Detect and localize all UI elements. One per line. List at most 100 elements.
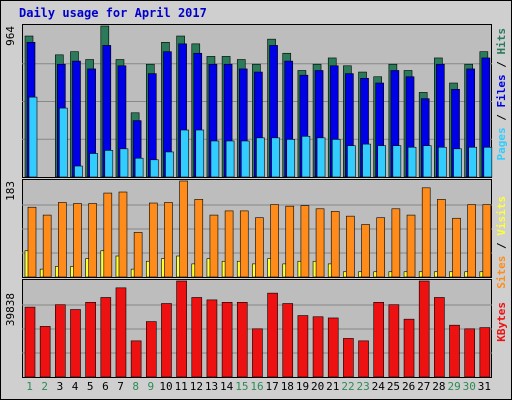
bar-files-4	[72, 60, 81, 178]
bar-pages-10	[165, 151, 174, 178]
bar-visits-16	[255, 217, 264, 278]
bar-pages-24	[377, 145, 387, 178]
bar-kbytes-25	[388, 304, 400, 378]
bar-pages-8	[134, 157, 144, 178]
bar-kbytes-24	[373, 301, 385, 378]
day-label-12: 12	[189, 380, 203, 393]
bar-kbytes-6	[100, 297, 112, 378]
bar-pages-28	[438, 146, 447, 178]
bar-pages-26	[407, 146, 417, 178]
day-axis: 1 2 3 4 5 6 7 8 9 10 11 12 13 14 15 16 17 18 19 20 21 22 23 24 2…	[22, 380, 492, 396]
bar-pages-21	[331, 139, 341, 178]
bar-visits-30	[467, 204, 476, 278]
day-label-21: 21	[326, 380, 340, 393]
bar-kbytes-5	[85, 301, 96, 378]
day-label-5: 5	[86, 380, 94, 393]
bar-visits-2	[42, 214, 52, 278]
bar-pages-3	[59, 107, 68, 178]
day-label-3: 3	[56, 380, 64, 393]
bar-visits-18	[285, 205, 295, 278]
bar-pages-9	[149, 159, 159, 178]
bar-pages-4	[74, 165, 83, 178]
day-label-29: 29	[447, 380, 461, 393]
day-label-23: 23	[356, 380, 370, 393]
bar-pages-25	[392, 145, 402, 178]
bar-kbytes-21	[327, 317, 339, 378]
bar-kbytes-30	[464, 328, 475, 378]
bar-kbytes-11	[176, 280, 187, 378]
bar-pages-27	[422, 145, 432, 178]
bar-pages-31	[483, 146, 493, 178]
day-label-26: 26	[401, 380, 416, 393]
bar-kbytes-22	[343, 338, 354, 378]
day-label-10: 10	[159, 380, 173, 393]
bar-kbytes-29	[449, 324, 460, 378]
bar-visits-11	[179, 180, 188, 278]
bar-visits-27	[421, 187, 431, 278]
day-label-7: 7	[117, 380, 124, 393]
bar-visits-4	[73, 203, 82, 278]
bar-pages-5	[89, 153, 98, 178]
bar-visits-8	[133, 232, 143, 278]
bar-kbytes-15	[236, 301, 248, 378]
day-label-24: 24	[371, 380, 385, 393]
day-label-2: 2	[41, 380, 49, 393]
bar-pages-12	[195, 129, 205, 178]
bar-pages-23	[362, 143, 371, 178]
bar-pages-17	[271, 137, 280, 178]
bar-visits-5	[88, 203, 97, 278]
bar-visits-24	[376, 217, 386, 278]
bar-kbytes-28	[434, 297, 445, 378]
bar-kbytes-18	[282, 303, 294, 378]
bar-pages-6	[104, 150, 114, 178]
bar-kbytes-31	[479, 327, 491, 378]
bar-visits-13	[209, 214, 219, 278]
bar-pages-30	[468, 146, 477, 178]
bar-kbytes-23	[358, 340, 369, 378]
bar-visits-14	[224, 210, 234, 278]
bar-visits-7	[118, 191, 128, 278]
bar-pages-7	[119, 148, 129, 178]
bar-kbytes-2	[39, 326, 51, 378]
bar-kbytes-19	[297, 315, 309, 378]
bar-pages-14	[225, 140, 235, 178]
bar-visits-29	[452, 217, 461, 278]
bar-pages-22	[347, 145, 356, 178]
day-label-9: 9	[147, 380, 155, 393]
bar-visits-17	[270, 204, 279, 278]
bar-visits-19	[300, 205, 310, 278]
bar-kbytes-13	[206, 299, 218, 378]
bar-visits-9	[148, 202, 158, 278]
bar-visits-3	[58, 202, 67, 278]
day-label-11: 11	[174, 380, 188, 393]
bar-visits-31	[482, 204, 492, 278]
bar-visits-12	[194, 199, 204, 278]
day-label-25: 25	[386, 380, 401, 393]
day-label-18: 18	[280, 380, 294, 393]
bar-kbytes-3	[55, 304, 66, 378]
bar-kbytes-16	[252, 328, 263, 378]
bar-kbytes-17	[267, 292, 278, 378]
bar-pages-11	[180, 129, 189, 178]
bar-pages-20	[316, 137, 326, 178]
day-label-15: 15	[235, 380, 249, 393]
bar-visits-1	[27, 206, 37, 278]
bar-visits-26	[406, 214, 416, 278]
bar-kbytes-7	[115, 287, 127, 378]
bar-pages-29	[453, 148, 462, 178]
bar-visits-22	[346, 215, 355, 278]
bar-kbytes-20	[312, 316, 324, 378]
bar-visits-6	[103, 192, 113, 278]
day-label-8: 8	[132, 380, 140, 393]
bar-kbytes-14	[221, 301, 233, 378]
day-label-14: 14	[220, 380, 234, 393]
bar-pages-1	[28, 96, 38, 178]
day-label-6: 6	[102, 380, 109, 393]
bar-kbytes-9	[145, 321, 157, 378]
bar-pages-16	[256, 137, 265, 178]
day-label-28: 28	[432, 380, 446, 393]
day-label-13: 13	[204, 380, 219, 393]
bar-visits-23	[361, 224, 370, 278]
day-label-20: 20	[311, 380, 325, 393]
day-label-17: 17	[265, 380, 279, 393]
